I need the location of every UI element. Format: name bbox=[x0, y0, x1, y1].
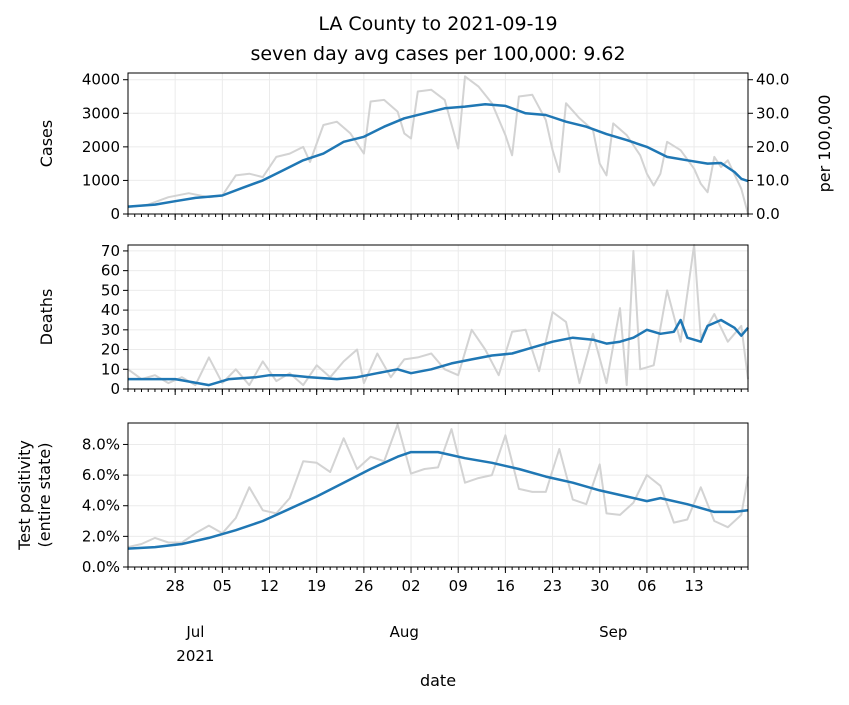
x-tick-label: 16 bbox=[496, 577, 515, 595]
y2-axis-label: per 100,000 bbox=[815, 95, 834, 193]
y-tick-label: 60 bbox=[101, 262, 120, 280]
y-tick-label: 0 bbox=[110, 380, 120, 398]
y-axis-label: Cases bbox=[37, 120, 56, 168]
cases-raw-line bbox=[127, 75, 749, 215]
x-tick-label: 05 bbox=[213, 577, 232, 595]
y-tick-label: 0 bbox=[110, 205, 120, 223]
x-month-label: Sep bbox=[599, 623, 627, 641]
y-tick-label: 2.0% bbox=[82, 527, 120, 545]
y-tick-label: 3000 bbox=[82, 104, 120, 122]
y2-tick-label: 10.0 bbox=[756, 171, 789, 189]
y-tick-label: 2000 bbox=[82, 138, 120, 156]
x-month-label: Aug bbox=[390, 623, 419, 641]
y-tick-label: 70 bbox=[101, 242, 120, 260]
deaths-avg-line bbox=[128, 318, 749, 387]
y2-tick-label: 0.0 bbox=[756, 205, 780, 223]
y-tick-label: 4.0% bbox=[82, 497, 120, 515]
x-year-label: 2021 bbox=[176, 647, 214, 665]
y2-tick-label: 40.0 bbox=[756, 71, 789, 89]
x-tick-label: 02 bbox=[401, 577, 420, 595]
y-axis-label: Test positivity bbox=[15, 440, 34, 551]
cases-avg-line bbox=[127, 102, 749, 208]
x-tick-label: 06 bbox=[637, 577, 656, 595]
x-tick-label: 23 bbox=[543, 577, 562, 595]
y-tick-label: 40 bbox=[101, 301, 120, 319]
y-tick-label: 6.0% bbox=[82, 466, 120, 484]
x-tick-label: 26 bbox=[354, 577, 373, 595]
y2-tick-label: 30.0 bbox=[756, 104, 789, 122]
y-tick-label: 10 bbox=[101, 360, 120, 378]
plot-layer: 0 1000 2000 3000 4000 Cases 0.0 10.0 20.0 30.0 40.… bbox=[15, 71, 834, 665]
chart-title: LA County to 2021-09-19 bbox=[318, 13, 557, 35]
x-tick-label: 30 bbox=[590, 577, 609, 595]
x-tick-label: 12 bbox=[260, 577, 279, 595]
x-tick-label: 19 bbox=[307, 577, 326, 595]
x-axis-label: date bbox=[420, 671, 456, 690]
chart-subtitle: seven day avg cases per 100,000: 9.62 bbox=[250, 43, 625, 65]
y-tick-label: 0.0% bbox=[82, 558, 120, 576]
y-axis-label: Deaths bbox=[37, 289, 56, 346]
y-tick-label: 4000 bbox=[82, 71, 120, 89]
y-tick-label: 8.0% bbox=[82, 435, 120, 453]
y-tick-label: 1000 bbox=[82, 171, 120, 189]
positivity-raw-line bbox=[127, 423, 749, 549]
y2-tick-label: 20.0 bbox=[756, 138, 789, 156]
x-tick-label: 09 bbox=[449, 577, 468, 595]
x-tick-label: 13 bbox=[685, 577, 704, 595]
y-axis-label-2: (entire state) bbox=[35, 443, 54, 548]
y-tick-label: 50 bbox=[101, 281, 120, 299]
y-tick-label: 20 bbox=[101, 341, 120, 359]
positivity-avg-line bbox=[127, 450, 749, 550]
x-tick-label: 28 bbox=[166, 577, 185, 595]
deaths-raw-line bbox=[127, 244, 749, 387]
y-tick-label: 30 bbox=[101, 321, 120, 339]
x-month-label: Jul bbox=[185, 623, 204, 641]
